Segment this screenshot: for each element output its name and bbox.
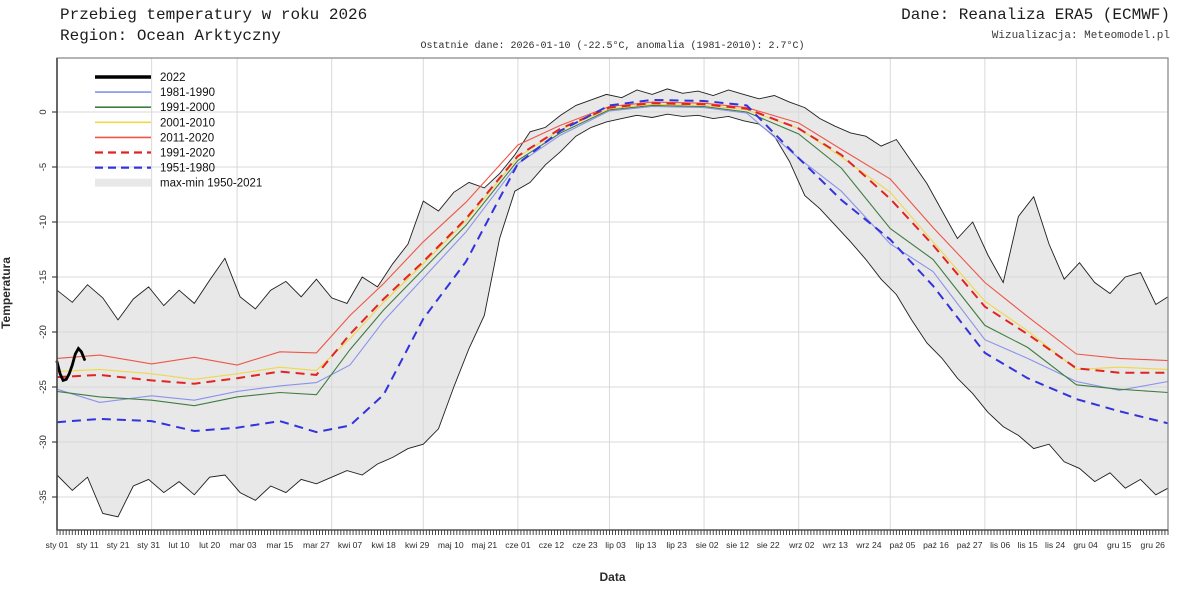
svg-text:-30: -30 — [38, 435, 49, 449]
svg-text:gru 26: gru 26 — [1141, 540, 1166, 550]
svg-text:sie 12: sie 12 — [726, 540, 749, 550]
svg-text:cze 01: cze 01 — [505, 540, 531, 550]
page-title: Przebieg temperatury w roku 2026 — [60, 6, 368, 24]
svg-text:kwi 07: kwi 07 — [338, 540, 363, 550]
data-source-label: Dane: Reanaliza ERA5 (ECMWF) — [901, 6, 1170, 24]
svg-text:-35: -35 — [38, 490, 49, 504]
svg-text:sty 21: sty 21 — [107, 540, 130, 550]
svg-text:cze 23: cze 23 — [572, 540, 598, 550]
svg-text:sie 02: sie 02 — [696, 540, 719, 550]
svg-text:maj 10: maj 10 — [438, 540, 464, 550]
svg-text:lis 15: lis 15 — [1018, 540, 1038, 550]
legend-label: 2001-2010 — [160, 117, 215, 129]
series-1951-1980 — [56, 98, 1169, 434]
gridlines — [57, 58, 1168, 530]
band-min-outline — [56, 113, 1169, 518]
legend-label: 1951-1980 — [160, 163, 215, 175]
legend-label: max-min 1950-2021 — [160, 178, 262, 190]
svg-text:paź 27: paź 27 — [957, 540, 983, 550]
svg-text:lip 23: lip 23 — [666, 540, 687, 550]
svg-text:sie 22: sie 22 — [757, 540, 780, 550]
svg-text:-20: -20 — [38, 325, 49, 339]
region-subtitle: Region: Ocean Arktyczny — [60, 27, 281, 45]
legend-swatch-band — [95, 178, 151, 187]
x-axis-tick-labels: sty 01 sty 11 sty 21 sty 31 lut 10 lut 20 mar … — [46, 540, 1166, 550]
svg-text:wrz 13: wrz 13 — [822, 540, 849, 550]
svg-text:sty 11: sty 11 — [76, 540, 99, 550]
svg-text:mar 03: mar 03 — [230, 540, 257, 550]
svg-text:lut 20: lut 20 — [199, 540, 220, 550]
svg-text:lis 06: lis 06 — [990, 540, 1010, 550]
svg-text:lip 03: lip 03 — [605, 540, 626, 550]
svg-text:kwi 29: kwi 29 — [405, 540, 430, 550]
svg-text:cze 12: cze 12 — [539, 540, 565, 550]
svg-text:0: 0 — [38, 109, 49, 114]
legend-label: 1991-2020 — [160, 148, 215, 160]
band-max-outline — [56, 88, 1169, 321]
y-axis-title: Temperatura — [0, 257, 13, 329]
svg-text:-15: -15 — [38, 270, 49, 284]
last-data-caption: Ostatnie dane: 2026-01-10 (-22.5°C, anom… — [420, 41, 805, 52]
svg-text:-10: -10 — [38, 215, 49, 229]
svg-text:mar 27: mar 27 — [303, 540, 330, 550]
x-axis-title: Data — [599, 570, 626, 584]
series-1981-1990 — [56, 105, 1169, 403]
svg-text:-5: -5 — [38, 163, 49, 171]
svg-text:wrz 24: wrz 24 — [855, 540, 882, 550]
svg-text:paź 05: paź 05 — [890, 540, 916, 550]
svg-text:lip 13: lip 13 — [636, 540, 657, 550]
svg-text:maj 21: maj 21 — [471, 540, 497, 550]
series-2011-2020 — [56, 101, 1169, 366]
daily-tick-marks — [56, 530, 1169, 535]
svg-text:lis 24: lis 24 — [1045, 540, 1065, 550]
svg-text:kwi 18: kwi 18 — [371, 540, 396, 550]
svg-text:-25: -25 — [38, 380, 49, 394]
minmax-band — [57, 88, 1168, 517]
series-current-year — [55, 346, 86, 383]
attribution-label: Wizualizacja: Meteomodel.pl — [991, 30, 1170, 42]
legend-label: 2022 — [160, 72, 186, 84]
svg-text:paź 16: paź 16 — [923, 540, 949, 550]
svg-text:mar 15: mar 15 — [266, 540, 293, 550]
legend-label: 1991-2000 — [160, 102, 215, 114]
svg-text:sty 31: sty 31 — [137, 540, 160, 550]
svg-text:gru 15: gru 15 — [1107, 540, 1132, 550]
legend-label: 2011-2020 — [160, 132, 214, 144]
svg-text:lut 10: lut 10 — [169, 540, 190, 550]
legend-label: 1981-1990 — [160, 87, 215, 99]
series-1991-2000 — [56, 104, 1169, 407]
y-axis-ticks: 0 -5 -10 -15 -20 -25 -30 -35 — [38, 109, 57, 504]
legend: 2022 1981-1990 1991-2000 2001-2010 2011-2020… — [95, 72, 262, 190]
svg-text:sty 01: sty 01 — [46, 540, 69, 550]
svg-text:wrz 02: wrz 02 — [788, 540, 815, 550]
svg-text:gru 04: gru 04 — [1073, 540, 1098, 550]
